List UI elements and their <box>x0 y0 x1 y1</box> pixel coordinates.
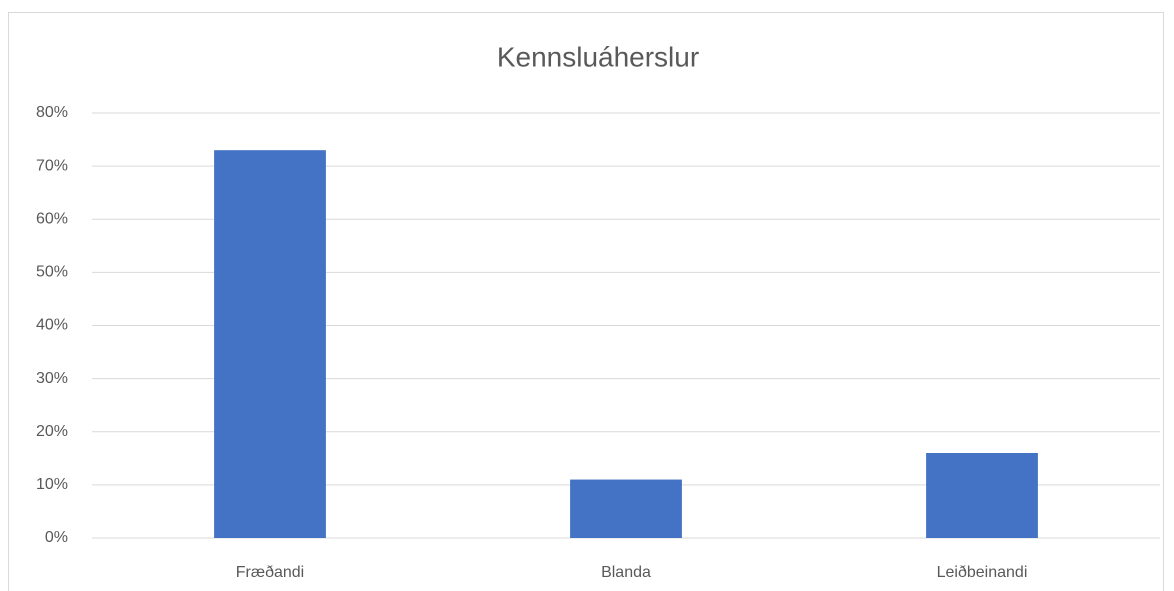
y-tick-label: 60% <box>36 210 68 227</box>
y-tick-label: 40% <box>36 317 68 334</box>
y-tick-label: 0% <box>45 529 68 546</box>
bar <box>926 453 1038 538</box>
y-tick-label: 70% <box>36 157 68 174</box>
x-tick-label: Blanda <box>601 564 651 581</box>
y-tick-label: 20% <box>36 423 68 440</box>
x-tick-label: Fræðandi <box>236 564 304 581</box>
bar <box>570 479 682 538</box>
y-tick-label: 10% <box>36 476 68 493</box>
y-tick-label: 50% <box>36 264 68 281</box>
bar <box>214 150 326 538</box>
y-tick-label: 80% <box>36 104 68 121</box>
x-tick-label: Leiðbeinandi <box>937 564 1028 581</box>
chart-title: Kennsluáherslur <box>497 41 699 72</box>
y-tick-label: 30% <box>36 370 68 387</box>
